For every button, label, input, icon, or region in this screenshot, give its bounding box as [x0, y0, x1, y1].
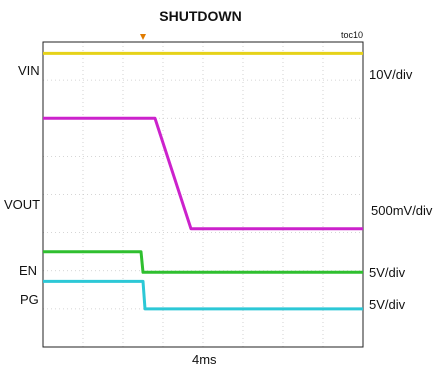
vin-label: VIN: [18, 63, 40, 78]
figure-id: toc10: [341, 30, 364, 40]
vout-scale-label: 500mV/div: [371, 203, 433, 218]
en-label: EN: [19, 263, 38, 278]
x-axis-label: 4ms: [192, 352, 217, 367]
vout-trace: [43, 116, 363, 231]
en-scale-label: 5V/div: [369, 265, 406, 280]
vout-label: VOUT: [4, 197, 41, 212]
chart-title: SHUTDOWN: [159, 8, 242, 24]
pg-scale-label: 5V/div: [369, 297, 406, 312]
trigger-marker: [140, 34, 146, 40]
vin-scale-label: 10V/div: [369, 67, 413, 82]
pg-trace: [43, 279, 363, 311]
en-trace: [43, 250, 363, 274]
plot-frame: [42, 41, 364, 348]
pg-label: PG: [20, 292, 39, 307]
